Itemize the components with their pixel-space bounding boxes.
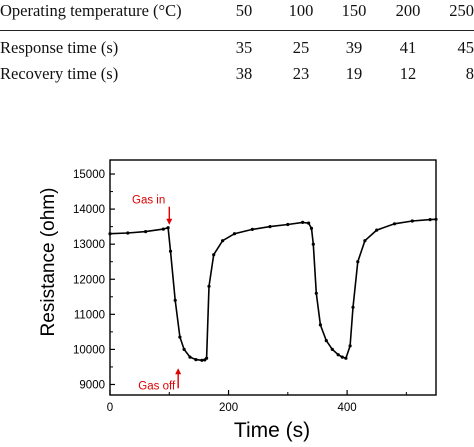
- data-point: [173, 298, 177, 302]
- table-header-cell: Operating temperature (°C): [0, 1, 182, 20]
- table-cell: Response time (s): [0, 30, 214, 59]
- data-point: [232, 232, 237, 236]
- data-point: [182, 347, 186, 351]
- data-point: [410, 219, 414, 223]
- y-tick-label: 13000: [73, 239, 105, 251]
- data-point: [375, 228, 379, 232]
- table-header-cell: 100: [288, 1, 314, 20]
- table-header-cell: 200: [395, 1, 421, 20]
- data-point: [336, 353, 340, 357]
- data-point: [311, 242, 315, 246]
- table-row: Recovery time (s) 38 23 19 12 8: [0, 59, 474, 85]
- data-point: [268, 225, 272, 229]
- data-point: [126, 231, 130, 235]
- table-cell: Recovery time (s): [0, 64, 119, 83]
- x-axis-label: Time (s): [234, 419, 310, 442]
- table-row: Response time (s) 35 25 39 41 45: [0, 30, 474, 59]
- data-point: [351, 305, 355, 309]
- table-header-cell: 50: [235, 1, 253, 20]
- data-point: [344, 356, 348, 360]
- data-point: [178, 335, 182, 339]
- data-point: [301, 220, 305, 224]
- table-cell: 45: [436, 30, 474, 59]
- data-point: [356, 260, 360, 264]
- x-tick-label: 400: [337, 402, 356, 414]
- data-point: [363, 239, 367, 243]
- data-point: [188, 355, 192, 359]
- gas-off-arrowhead: [175, 368, 182, 375]
- y-tick-label: 14000: [73, 204, 105, 216]
- data-point: [144, 230, 148, 234]
- table-cell: 41: [380, 30, 436, 59]
- gas-in-label: Gas in: [132, 195, 165, 207]
- data-point: [428, 218, 432, 222]
- table-cell: 12: [399, 64, 417, 83]
- data-point: [286, 222, 290, 227]
- data-point: [168, 249, 173, 253]
- table-header-cell: 250: [449, 1, 474, 20]
- data-table: Operating temperature (°C) 50 100 150 20…: [0, 0, 474, 85]
- table-cell: 23: [292, 64, 310, 83]
- data-point: [314, 291, 318, 295]
- y-tick-label: 10000: [73, 344, 105, 356]
- data-point: [392, 222, 397, 226]
- plot-frame: [109, 159, 437, 396]
- y-tick-label: 15000: [73, 169, 105, 181]
- y-tick-label: 9000: [79, 379, 105, 391]
- table-header-cell: 150: [341, 1, 367, 20]
- table-cell: 19: [345, 64, 363, 83]
- data-point: [307, 221, 311, 225]
- data-point: [330, 347, 334, 351]
- data-point: [212, 253, 216, 257]
- data-point: [434, 217, 438, 221]
- data-point: [324, 339, 328, 343]
- data-point: [309, 226, 314, 230]
- x-tick-label: 200: [219, 402, 238, 414]
- y-tick-label: 12000: [73, 274, 105, 286]
- data-point: [200, 358, 204, 362]
- data-point: [166, 226, 170, 230]
- chart-container: 9000 10000 11000 12000 13000 14000 15000 0 200 40…: [0, 150, 474, 442]
- data-point: [205, 356, 209, 360]
- table-cell: 8: [465, 64, 474, 83]
- gas-off-label: Gas off: [138, 380, 176, 392]
- data-point: [194, 358, 198, 362]
- gas-in-arrowhead: [166, 218, 173, 225]
- table-cell: 35: [214, 30, 274, 59]
- data-table-section: Operating temperature (°C) 50 100 150 20…: [0, 0, 474, 100]
- data-point: [221, 239, 225, 243]
- y-tick-label: 11000: [74, 309, 105, 321]
- y-axis-label: Resistance (ohm): [38, 188, 59, 337]
- data-point: [340, 355, 344, 359]
- data-point: [108, 232, 112, 236]
- table-cell: 25: [274, 30, 328, 59]
- x-tick-label: 0: [107, 402, 113, 414]
- table-header-row: Operating temperature (°C) 50 100 150 20…: [0, 0, 474, 22]
- data-point: [348, 344, 352, 348]
- series-line: [109, 218, 437, 362]
- resistance-chart: 9000 10000 11000 12000 13000 14000 15000 0 200 40…: [38, 159, 438, 442]
- data-point: [161, 227, 165, 231]
- data-point: [207, 284, 211, 288]
- table-cell: 39: [328, 30, 380, 59]
- data-point: [250, 227, 254, 231]
- table-cell: 38: [235, 64, 253, 83]
- data-point: [318, 323, 322, 327]
